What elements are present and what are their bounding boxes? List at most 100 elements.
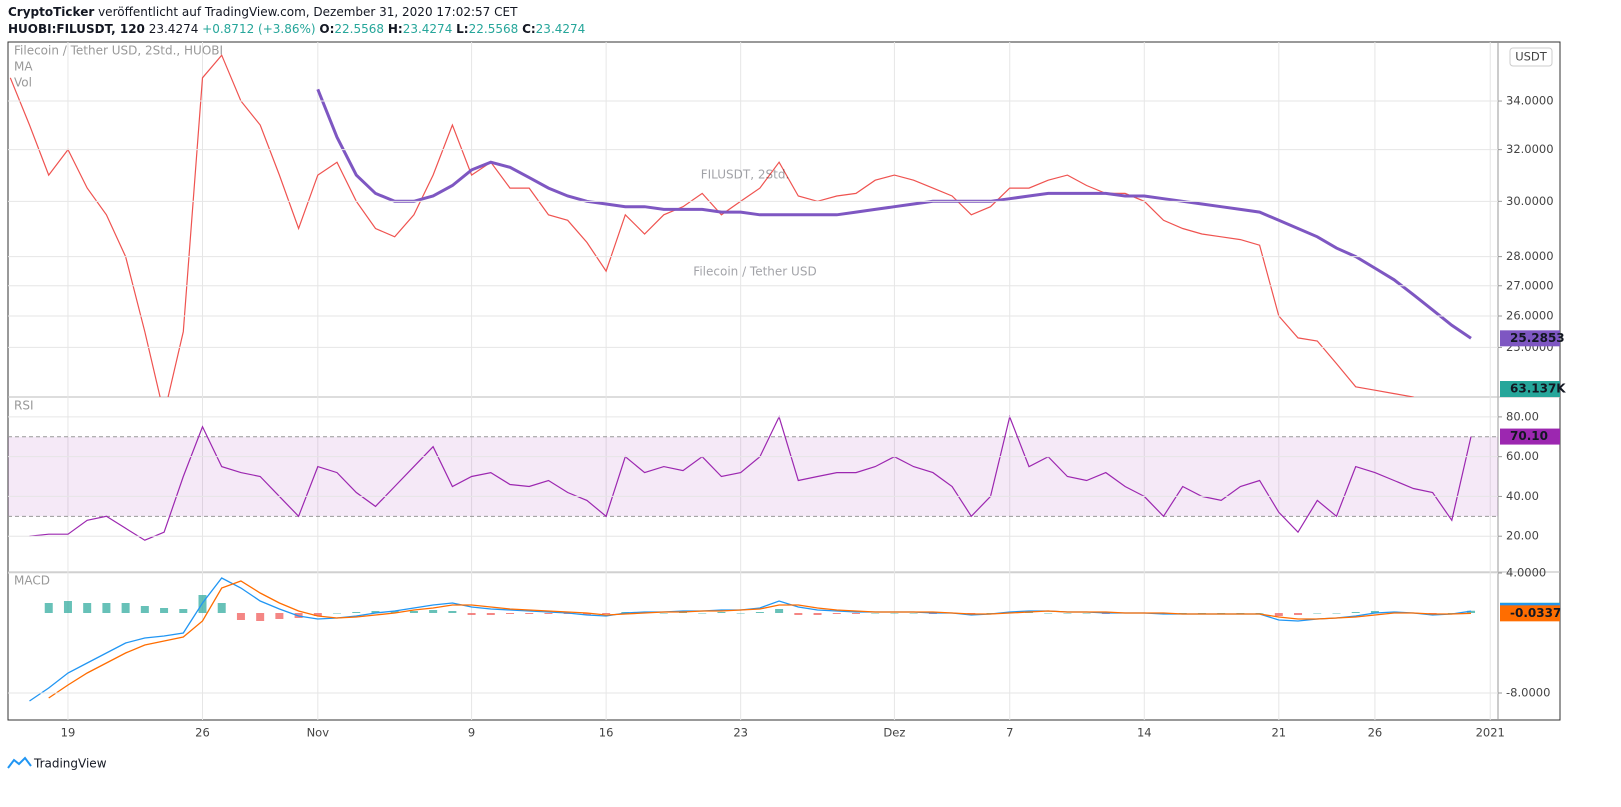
- y-tick-label: 32.0000: [1506, 142, 1554, 156]
- histogram-bar: [1197, 613, 1206, 614]
- histogram-bar: [1217, 613, 1226, 614]
- series-line: [29, 577, 1472, 702]
- y-tick-label: 4.0000: [1506, 566, 1546, 580]
- h-value: 23.4274: [403, 22, 453, 36]
- histogram-bar: [63, 601, 72, 613]
- legend-entry: MA: [14, 60, 33, 74]
- histogram-bar: [1370, 611, 1379, 613]
- x-tick-label: 21: [1271, 726, 1286, 740]
- currency: USDT: [1515, 50, 1548, 64]
- c-value: 23.4274: [536, 22, 586, 36]
- series-line: [48, 580, 1472, 699]
- histogram-bar: [659, 613, 668, 614]
- o-label: O:: [319, 22, 334, 36]
- histogram-bar: [160, 608, 169, 613]
- histogram-bar: [121, 603, 130, 613]
- histogram-bar: [140, 606, 149, 613]
- histogram-bar: [179, 609, 188, 613]
- footer: TradingView: [33, 757, 107, 771]
- histogram-bar: [871, 613, 880, 614]
- header-line-2: HUOBI:FILUSDT, 120 23.4274 +0.8712 (+3.8…: [8, 22, 585, 36]
- histogram-bar: [371, 611, 380, 613]
- currency-box: [1509, 47, 1553, 67]
- histogram-bar: [909, 613, 918, 614]
- y-tick-label: 28.0000: [1506, 249, 1554, 263]
- last-value-label: 25.2853: [1510, 331, 1565, 345]
- histogram-bar: [236, 613, 245, 620]
- histogram-bar: [986, 613, 995, 614]
- y-tick-label: 27.0000: [1506, 278, 1554, 292]
- histogram-bar: [794, 613, 803, 615]
- histogram-bar: [1178, 613, 1187, 614]
- pane-legend: RSI: [14, 399, 34, 413]
- histogram-bar: [467, 613, 476, 615]
- histogram-bar: [582, 613, 591, 615]
- histogram-bar: [1255, 613, 1264, 614]
- histogram-bar: [390, 611, 399, 613]
- histogram-bar: [486, 613, 495, 615]
- histogram-bar: [1063, 613, 1072, 614]
- histogram-bar: [313, 613, 322, 616]
- x-tick-label: 9: [468, 726, 475, 740]
- y-tick-label: -8.0000: [1506, 686, 1550, 700]
- l-value: 22.5568: [469, 22, 519, 36]
- watermark: FILUSDT, 2Std.: [701, 168, 790, 182]
- histogram-bar: [1236, 613, 1245, 614]
- last-value-label: -0.0337: [1510, 606, 1561, 620]
- publisher: CryptoTicker: [8, 5, 94, 19]
- x-tick-label: Nov: [307, 726, 330, 740]
- pane: [8, 414, 1498, 541]
- y-tick-label: 40.00: [1506, 489, 1539, 503]
- histogram-bar: [525, 613, 534, 614]
- histogram-bar: [409, 611, 418, 613]
- x-tick-label: 26: [1368, 726, 1383, 740]
- y-tick-label: 80.00: [1506, 409, 1539, 423]
- histogram-bar: [755, 612, 764, 613]
- histogram-bar: [217, 603, 226, 613]
- pane-legend: MACD: [14, 574, 50, 588]
- histogram-bar: [1313, 613, 1322, 614]
- histogram-bar: [717, 612, 726, 613]
- last-value-badge: [1500, 330, 1560, 347]
- y-tick-label: 26.0000: [1506, 308, 1554, 322]
- series-line: [29, 414, 1472, 541]
- last-value-label: 70.10: [1510, 429, 1548, 443]
- last-value-badge: [1500, 381, 1560, 397]
- histogram-bar: [544, 613, 553, 614]
- x-tick-label: 16: [599, 726, 614, 740]
- histogram-bar: [1332, 613, 1341, 614]
- watermark-sub: Filecoin / Tether USD: [693, 265, 816, 279]
- legend-entry: Filecoin / Tether USD, 2Std., HUOBI: [14, 44, 223, 58]
- histogram-bar: [429, 610, 438, 613]
- y-tick-label: 34.0000: [1506, 94, 1554, 108]
- legend-entry: Vol: [14, 76, 32, 90]
- y-tick-label: 60.00: [1506, 449, 1539, 463]
- histogram-bar: [1274, 613, 1283, 616]
- histogram-bar: [352, 612, 361, 613]
- y-tick-label: 20.00: [1506, 529, 1539, 543]
- histogram-bar: [256, 613, 265, 621]
- histogram-bar: [698, 613, 707, 614]
- x-tick-label: Dez: [883, 726, 905, 740]
- c-label: C:: [522, 22, 536, 36]
- series-line: [316, 88, 1472, 340]
- histogram-bar: [602, 613, 611, 614]
- histogram-bar: [275, 613, 284, 619]
- histogram-bar: [83, 603, 92, 613]
- histogram-bar: [813, 613, 822, 615]
- change: +0.8712 (+3.86%): [202, 22, 315, 36]
- last-value-label: 63.137K: [1510, 382, 1566, 396]
- header-line-1: CryptoTicker veröffentlicht auf TradingV…: [8, 5, 518, 19]
- histogram-bar: [1082, 613, 1091, 614]
- h-label: H:: [388, 22, 403, 36]
- pane: [29, 577, 1476, 702]
- histogram-bar: [102, 603, 111, 613]
- histogram-bar: [1351, 612, 1360, 613]
- histogram-bar: [851, 613, 860, 614]
- l-label: L:: [456, 22, 468, 36]
- rsi-band: [8, 436, 1498, 517]
- x-tick-label: 26: [195, 726, 210, 740]
- histogram-bar: [333, 613, 342, 614]
- x-tick-label: 2021: [1476, 726, 1505, 740]
